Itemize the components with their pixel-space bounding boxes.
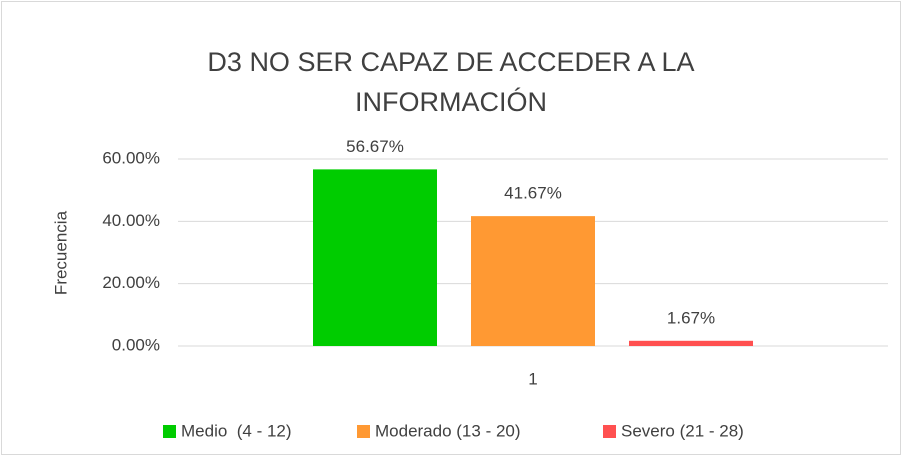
- y-tick-label: 0.00%: [112, 335, 160, 354]
- legend-label: Medio (4 - 12): [181, 421, 292, 440]
- legend-swatch: [603, 425, 616, 438]
- y-tick-label: 60.00%: [102, 148, 160, 167]
- y-tick-label: 40.00%: [102, 211, 160, 230]
- y-axis-label: Frecuencia: [51, 210, 70, 295]
- data-label: 1.67%: [667, 308, 715, 327]
- legend-label: Severo (21 - 28): [621, 421, 744, 440]
- y-tick-label: 20.00%: [102, 273, 160, 292]
- legend-swatch: [357, 425, 370, 438]
- legend-label: Moderado (13 - 20): [375, 421, 521, 440]
- legend-swatch: [163, 425, 176, 438]
- bar: [471, 216, 595, 346]
- chart-title: D3 NO SER CAPAZ DE ACCEDER A LA INFORMAC…: [207, 47, 695, 117]
- data-label: 41.67%: [504, 184, 562, 203]
- x-tick-label: 1: [528, 369, 537, 388]
- bar: [313, 169, 437, 346]
- bar: [629, 340, 753, 346]
- data-label: 56.67%: [346, 137, 404, 156]
